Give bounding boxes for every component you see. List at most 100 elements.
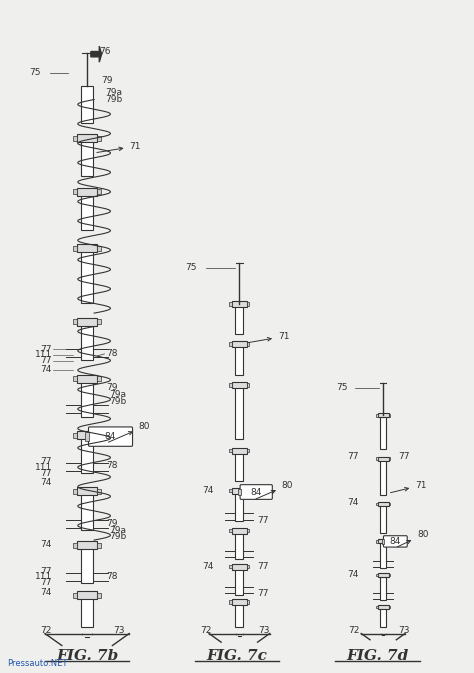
Bar <box>376 503 378 505</box>
Bar <box>82 250 93 303</box>
Text: 74: 74 <box>347 498 359 507</box>
Bar <box>82 493 93 530</box>
Bar <box>82 323 93 360</box>
Text: 80: 80 <box>256 481 293 499</box>
Text: 84: 84 <box>105 432 116 441</box>
Text: 72: 72 <box>200 626 211 635</box>
Text: 78: 78 <box>106 461 118 470</box>
Bar <box>229 565 232 569</box>
Text: 84: 84 <box>390 537 401 546</box>
Text: 79: 79 <box>106 519 118 528</box>
Bar <box>77 188 97 196</box>
Bar <box>229 449 232 452</box>
Bar <box>378 573 389 577</box>
Text: 77: 77 <box>398 452 410 461</box>
Text: 74: 74 <box>202 486 214 495</box>
Bar <box>235 568 243 595</box>
Bar <box>382 539 384 544</box>
Bar <box>247 600 249 604</box>
Text: 72: 72 <box>41 626 52 635</box>
Text: 111: 111 <box>35 572 52 581</box>
Bar <box>229 302 232 306</box>
Bar <box>232 528 247 534</box>
Text: 76: 76 <box>99 47 110 56</box>
Text: 79: 79 <box>101 76 113 85</box>
Text: 77: 77 <box>40 356 52 365</box>
Bar <box>97 489 101 494</box>
Text: 111: 111 <box>35 463 52 472</box>
Bar <box>378 413 389 417</box>
Text: 80: 80 <box>109 422 150 442</box>
Text: 71: 71 <box>391 481 427 493</box>
Bar <box>237 489 241 495</box>
Bar <box>376 414 378 417</box>
Text: 78: 78 <box>106 349 118 358</box>
Text: 84: 84 <box>251 487 262 497</box>
Text: 73: 73 <box>113 626 124 635</box>
Bar <box>389 573 391 576</box>
Bar <box>232 448 247 454</box>
Bar <box>378 456 389 461</box>
Bar <box>77 375 97 382</box>
Text: Pressauto.NET: Pressauto.NET <box>8 659 68 668</box>
Bar <box>247 302 249 306</box>
Bar <box>77 135 97 142</box>
Bar <box>229 342 232 345</box>
Bar <box>389 503 391 505</box>
Bar <box>229 384 232 387</box>
Bar <box>77 318 97 326</box>
Bar <box>232 301 247 307</box>
Text: 75: 75 <box>186 263 197 273</box>
Text: 77: 77 <box>40 567 52 576</box>
Bar <box>232 599 247 605</box>
Text: 77: 77 <box>40 458 52 466</box>
Bar <box>82 437 93 473</box>
Bar <box>97 320 101 324</box>
Bar <box>73 136 77 141</box>
Bar <box>380 417 386 450</box>
Bar <box>97 189 101 194</box>
Bar <box>97 136 101 141</box>
Text: 74: 74 <box>347 570 359 579</box>
Bar <box>229 600 232 604</box>
Bar <box>235 305 243 334</box>
Bar <box>376 573 378 576</box>
Bar <box>247 449 249 452</box>
Bar <box>82 139 93 176</box>
Bar <box>73 376 77 381</box>
Bar <box>378 539 389 544</box>
Text: 77: 77 <box>40 345 52 354</box>
Text: 79a: 79a <box>105 88 122 98</box>
Bar <box>77 487 97 495</box>
Bar <box>376 458 378 460</box>
FancyArrow shape <box>91 46 101 62</box>
Text: 79a: 79a <box>109 390 127 399</box>
Bar <box>73 543 77 548</box>
Bar <box>389 606 391 608</box>
Bar <box>73 189 77 194</box>
Bar <box>247 384 249 387</box>
FancyBboxPatch shape <box>89 427 133 446</box>
Text: 77: 77 <box>257 589 269 598</box>
Bar <box>82 546 93 583</box>
Text: 71: 71 <box>248 332 289 343</box>
Bar <box>232 488 247 493</box>
Text: FIG. 7b: FIG. 7b <box>56 649 118 662</box>
Text: 75: 75 <box>29 69 40 77</box>
Bar <box>73 433 77 437</box>
Text: 80: 80 <box>397 530 428 547</box>
Text: 79a: 79a <box>109 526 127 534</box>
Text: 74: 74 <box>41 479 52 487</box>
Bar <box>73 489 77 494</box>
Bar <box>97 433 101 437</box>
Bar <box>247 529 249 532</box>
Bar <box>97 376 101 381</box>
Text: 77: 77 <box>40 578 52 588</box>
Bar <box>378 502 389 506</box>
Bar <box>389 540 391 542</box>
Text: 79b: 79b <box>109 397 127 406</box>
Bar <box>235 492 243 522</box>
Bar <box>229 489 232 493</box>
Bar <box>235 532 243 559</box>
Text: FIG. 7d: FIG. 7d <box>346 649 409 662</box>
